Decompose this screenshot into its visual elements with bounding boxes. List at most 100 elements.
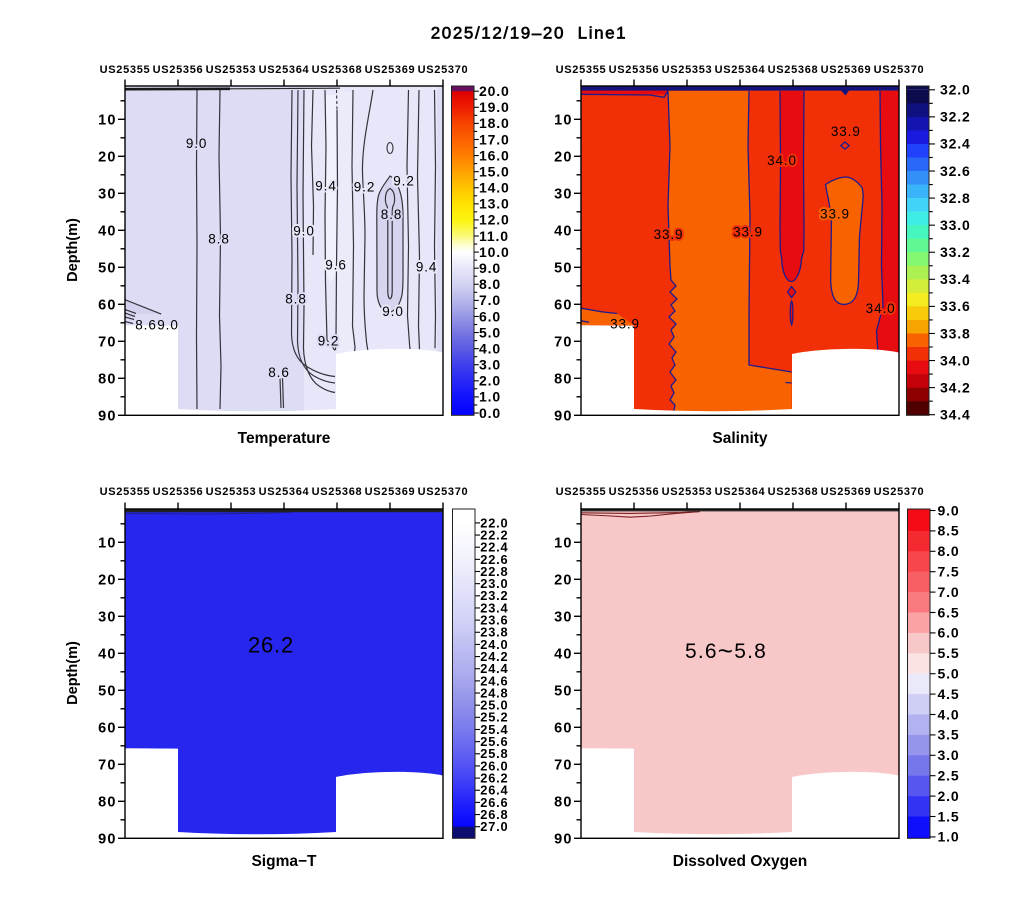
svg-text:90: 90 <box>98 831 117 847</box>
svg-text:24.6: 24.6 <box>480 673 508 688</box>
svg-text:33.9: 33.9 <box>610 317 640 332</box>
svg-text:33.9: 33.9 <box>733 225 763 240</box>
svg-text:90: 90 <box>554 408 573 424</box>
svg-text:1.5: 1.5 <box>938 808 960 824</box>
svg-text:80: 80 <box>98 371 117 387</box>
svg-text:80: 80 <box>98 794 117 810</box>
svg-text:60: 60 <box>554 720 573 736</box>
svg-text:20: 20 <box>98 149 117 165</box>
svg-text:90: 90 <box>554 831 573 847</box>
svg-text:22.6: 22.6 <box>480 552 508 567</box>
svg-text:26.0: 26.0 <box>480 758 508 773</box>
svg-text:24.4: 24.4 <box>480 661 508 676</box>
svg-text:32.8: 32.8 <box>940 190 971 206</box>
svg-text:25.6: 25.6 <box>480 734 508 749</box>
svg-text:8.5: 8.5 <box>938 523 960 539</box>
svg-text:US25369: US25369 <box>365 486 416 498</box>
svg-text:33.9: 33.9 <box>831 124 861 139</box>
svg-text:US25364: US25364 <box>715 486 766 498</box>
svg-text:30: 30 <box>98 609 117 625</box>
svg-text:24.8: 24.8 <box>480 685 508 700</box>
svg-text:8.8: 8.8 <box>208 232 229 247</box>
svg-text:32.4: 32.4 <box>940 136 971 152</box>
svg-text:32.6: 32.6 <box>940 163 971 179</box>
svg-text:16.0: 16.0 <box>479 147 510 163</box>
svg-text:22.4: 22.4 <box>480 540 508 555</box>
svg-text:14.0: 14.0 <box>479 180 510 196</box>
svg-text:1.0: 1.0 <box>479 389 501 405</box>
svg-text:9.4: 9.4 <box>416 260 437 275</box>
svg-text:50: 50 <box>98 260 117 276</box>
svg-text:30: 30 <box>554 186 573 202</box>
svg-text:9.0: 9.0 <box>479 260 501 276</box>
svg-text:US25368: US25368 <box>312 486 363 498</box>
svg-text:US25356: US25356 <box>609 64 660 76</box>
svg-text:9.0: 9.0 <box>938 502 960 518</box>
svg-text:Dissolved Oxygen: Dissolved Oxygen <box>673 853 807 870</box>
svg-text:33.4: 33.4 <box>940 271 971 287</box>
svg-text:US25370: US25370 <box>418 64 469 76</box>
svg-text:20: 20 <box>98 572 117 588</box>
svg-text:Sigma−T: Sigma−T <box>251 853 317 870</box>
svg-text:50: 50 <box>554 683 573 699</box>
svg-text:US25364: US25364 <box>715 64 766 76</box>
svg-text:8.8: 8.8 <box>381 207 402 222</box>
svg-text:20.0: 20.0 <box>479 83 510 99</box>
svg-text:10: 10 <box>554 112 573 128</box>
svg-text:2.0: 2.0 <box>479 373 501 389</box>
svg-text:70: 70 <box>98 334 117 350</box>
svg-text:6.0: 6.0 <box>479 308 501 324</box>
svg-text:33.0: 33.0 <box>940 217 971 233</box>
svg-text:33.9: 33.9 <box>820 207 850 222</box>
svg-text:0.0: 0.0 <box>479 405 501 421</box>
svg-text:US25353: US25353 <box>206 64 257 76</box>
svg-text:26.6: 26.6 <box>480 795 508 810</box>
svg-text:9.6: 9.6 <box>325 258 346 273</box>
svg-text:US25353: US25353 <box>206 486 257 498</box>
svg-text:25.0: 25.0 <box>480 698 508 713</box>
svg-text:5.0: 5.0 <box>479 324 501 340</box>
svg-text:12.0: 12.0 <box>479 212 510 228</box>
svg-text:80: 80 <box>554 794 573 810</box>
svg-text:Salinity: Salinity <box>712 430 768 447</box>
svg-text:23.0: 23.0 <box>480 576 508 591</box>
svg-text:9.4: 9.4 <box>315 179 336 194</box>
svg-text:US25355: US25355 <box>100 486 151 498</box>
svg-text:60: 60 <box>554 297 573 313</box>
svg-text:33.2: 33.2 <box>940 244 971 260</box>
svg-text:US25369: US25369 <box>365 64 416 76</box>
svg-text:22.8: 22.8 <box>480 564 508 579</box>
svg-text:10: 10 <box>98 535 117 551</box>
svg-text:40: 40 <box>98 646 117 662</box>
svg-text:32.2: 32.2 <box>940 109 971 125</box>
svg-text:32.0: 32.0 <box>940 82 971 98</box>
svg-text:US25364: US25364 <box>259 64 310 76</box>
svg-text:24.0: 24.0 <box>480 637 508 652</box>
svg-text:25.2: 25.2 <box>480 710 508 725</box>
svg-text:34.4: 34.4 <box>940 407 971 423</box>
svg-text:3.0: 3.0 <box>479 357 501 373</box>
svg-text:22.2: 22.2 <box>480 528 508 543</box>
svg-text:13.0: 13.0 <box>479 196 510 212</box>
svg-text:9.2: 9.2 <box>393 174 414 189</box>
svg-text:40: 40 <box>554 646 573 662</box>
svg-text:4.0: 4.0 <box>479 340 501 356</box>
svg-text:US25370: US25370 <box>418 486 469 498</box>
svg-text:60: 60 <box>98 297 117 313</box>
svg-text:US25368: US25368 <box>768 64 819 76</box>
svg-text:US25355: US25355 <box>556 486 607 498</box>
svg-text:3.0: 3.0 <box>938 747 960 763</box>
svg-text:23.8: 23.8 <box>480 625 508 640</box>
svg-text:30: 30 <box>554 609 573 625</box>
svg-text:19.0: 19.0 <box>479 99 510 115</box>
svg-text:34.0: 34.0 <box>866 301 896 316</box>
svg-text:25.4: 25.4 <box>480 722 508 737</box>
svg-text:26.4: 26.4 <box>480 783 508 798</box>
svg-text:30: 30 <box>98 186 117 202</box>
svg-text:40: 40 <box>98 223 117 239</box>
svg-text:US25369: US25369 <box>821 64 872 76</box>
svg-text:70: 70 <box>554 757 573 773</box>
svg-text:3.5: 3.5 <box>938 727 960 743</box>
svg-text:Depth(m): Depth(m) <box>65 218 81 282</box>
svg-text:2.0: 2.0 <box>938 788 960 804</box>
